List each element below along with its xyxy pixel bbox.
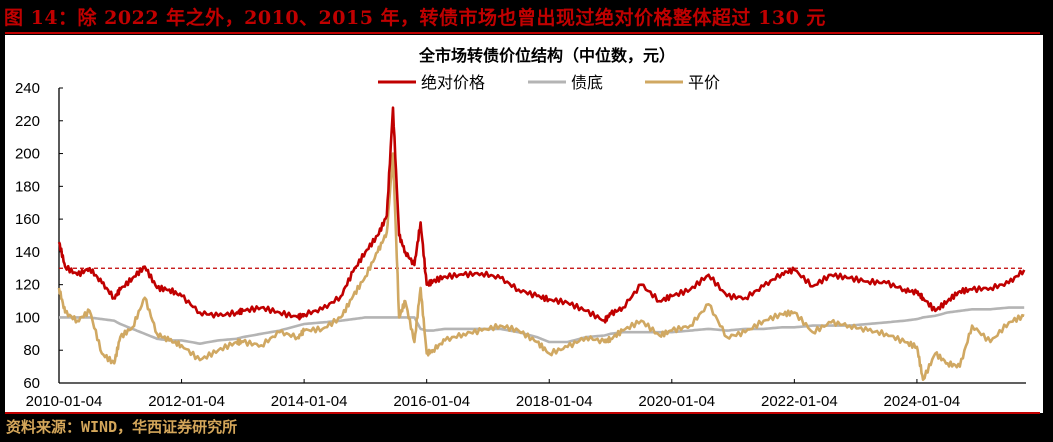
y-tick-label: 60 xyxy=(23,375,40,392)
y-tick-label: 180 xyxy=(15,178,40,195)
chart-title: 全市场转债价位结构（中位数，元） xyxy=(418,46,675,65)
y-tick-label: 220 xyxy=(15,113,40,130)
source-note: 资料来源：WIND，华西证券研究所 xyxy=(6,418,238,436)
x-tick-label: 2022-01-04 xyxy=(761,393,838,410)
x-tick-label: 2020-01-04 xyxy=(638,393,715,410)
y-tick-label: 80 xyxy=(23,342,40,359)
x-tick-label: 2018-01-04 xyxy=(516,393,593,410)
chart-legend: 绝对价格 债底 平价 xyxy=(378,74,720,92)
legend-label: 绝对价格 xyxy=(421,74,485,92)
y-tick-label: 160 xyxy=(15,211,40,228)
legend-label: 债底 xyxy=(571,74,603,92)
y-tick-label: 140 xyxy=(15,244,40,261)
legend-label: 平价 xyxy=(688,75,720,92)
chart-panel xyxy=(5,35,1043,413)
bond-floor-line xyxy=(58,306,1025,346)
x-axis: 2010-01-04 2012-01-04 2014-01-04 2016-01-04… xyxy=(26,379,1026,410)
y-tick-label: 100 xyxy=(15,309,40,326)
series-lines xyxy=(57,106,1026,382)
x-tick-label: 2016-01-04 xyxy=(393,393,470,410)
y-axis: 60 80 100 120 140 160 180 200 220 240 xyxy=(15,80,63,392)
figure-caption: 图 14：除 2022 年之外，2010、2015 年，转债市场也曾出现过绝对价… xyxy=(4,7,826,29)
parity-line xyxy=(57,152,1025,382)
x-tick-label: 2012-01-04 xyxy=(148,393,225,410)
y-tick-label: 240 xyxy=(15,80,40,97)
x-tick-label: 2024-01-04 xyxy=(884,393,961,410)
absolute-price-line xyxy=(57,106,1026,324)
x-tick-label: 2014-01-04 xyxy=(271,393,348,410)
y-tick-label: 200 xyxy=(15,146,40,163)
x-tick-label: 2010-01-04 xyxy=(26,393,103,410)
caption-divider xyxy=(5,32,1040,34)
source-divider xyxy=(5,412,1040,414)
y-tick-label: 120 xyxy=(15,277,40,294)
